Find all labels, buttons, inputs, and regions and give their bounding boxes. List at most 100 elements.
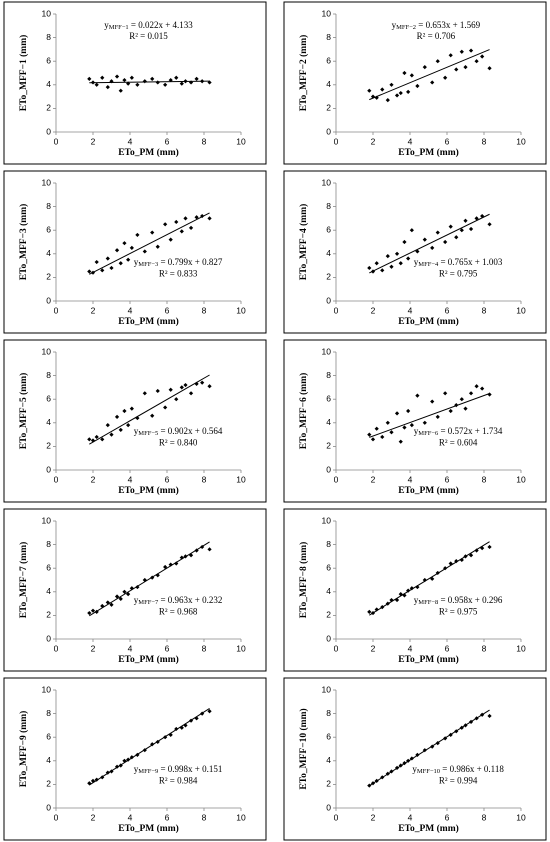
equation: yMFF−3 = 0.799x + 0.827 (134, 257, 223, 268)
point (422, 420, 427, 425)
point (174, 561, 179, 566)
point (207, 547, 212, 552)
y-tick-label: 4 (46, 417, 51, 427)
x-tick-label: 10 (516, 305, 526, 315)
x-axis-title: ETo_PM (mm) (398, 147, 459, 158)
point (443, 75, 448, 80)
x-tick-label: 4 (128, 136, 133, 146)
point (174, 75, 179, 80)
point (480, 213, 485, 219)
point (188, 391, 194, 396)
x-tick-label: 8 (202, 643, 207, 653)
point (389, 430, 394, 435)
point (150, 413, 155, 418)
point (459, 228, 464, 233)
trend-line (369, 709, 490, 787)
point (100, 75, 105, 80)
point (174, 397, 179, 402)
x-tick-label: 2 (91, 136, 96, 146)
point (402, 239, 407, 245)
equation: yMFF−4 = 0.765x + 1.003 (414, 257, 503, 268)
point (207, 384, 212, 389)
panel-frame (283, 508, 547, 672)
equation-rhs: = 0.986x + 0.118 (440, 764, 504, 774)
x-tick-label: 0 (54, 643, 59, 653)
point (385, 254, 390, 259)
r-squared: R² = 0.795 (439, 268, 478, 278)
y-tick-label: 0 (326, 802, 331, 812)
x-tick-label: 6 (445, 812, 450, 822)
x-tick-label: 8 (482, 643, 487, 653)
r-squared: R² = 0.833 (159, 268, 198, 278)
point (480, 54, 485, 59)
y-tick-label: 10 (42, 346, 52, 356)
point (105, 600, 110, 605)
trend-line (369, 213, 490, 274)
point (422, 577, 427, 583)
point (100, 268, 105, 273)
point (367, 88, 372, 93)
y-tick-label: 0 (46, 295, 51, 305)
point (367, 432, 372, 437)
point (415, 83, 420, 89)
point (114, 414, 120, 419)
equation-rhs: = 0.902x + 0.564 (158, 426, 223, 436)
x-tick-label: 4 (128, 474, 133, 484)
x-tick-label: 2 (91, 643, 96, 653)
y-tick-label: 8 (326, 32, 331, 42)
point (370, 437, 376, 442)
x-tick-label: 10 (516, 136, 526, 146)
y-axis-title: ETo_MFF−7 (mm) (18, 542, 29, 619)
equation-rhs: = 0.963x + 0.232 (158, 595, 222, 605)
x-tick-label: 0 (334, 136, 339, 146)
y-tick-label: 8 (326, 539, 331, 549)
x-tick-label: 10 (236, 643, 246, 653)
point (122, 589, 127, 594)
point (194, 716, 199, 721)
point (487, 66, 492, 71)
equation-y: y (134, 764, 139, 774)
point (87, 781, 92, 786)
r-squared: R² = 0.994 (439, 775, 478, 785)
y-axis-title: ETo_MFF−5 (mm) (18, 373, 29, 450)
point (163, 405, 168, 410)
panel-frame (3, 677, 267, 841)
y-tick-label: 6 (326, 393, 331, 403)
point (163, 82, 168, 87)
point (406, 588, 411, 593)
x-tick-label: 0 (334, 305, 339, 315)
x-axis-title: ETo_PM (mm) (398, 316, 459, 327)
point (474, 59, 479, 64)
point (380, 87, 385, 92)
point (443, 391, 448, 396)
x-axis-title: ETo_PM (mm) (398, 823, 459, 834)
point (454, 235, 459, 240)
point (398, 439, 403, 444)
panel-frame (283, 1, 547, 165)
point (87, 610, 92, 616)
equation-rhs: = 0.958x + 0.296 (438, 595, 503, 605)
equation-subscript: MFF−8 (418, 600, 438, 607)
x-tick-label: 4 (408, 474, 413, 484)
point (114, 248, 120, 253)
equation-rhs: = 0.765x + 1.003 (438, 257, 503, 267)
point (443, 239, 448, 245)
point (135, 82, 140, 87)
y-tick-label: 8 (46, 201, 51, 211)
x-tick-label: 4 (408, 136, 413, 146)
point (463, 406, 468, 411)
point (207, 709, 212, 714)
point (487, 392, 492, 397)
x-tick-label: 8 (482, 812, 487, 822)
point (114, 74, 120, 79)
y-tick-label: 10 (322, 346, 332, 356)
point (430, 80, 435, 85)
equation: yMFF−6 = 0.572x + 1.734 (414, 426, 503, 437)
point (468, 226, 474, 232)
y-tick-label: 8 (46, 708, 51, 718)
y-tick-label: 2 (46, 441, 51, 451)
y-tick-label: 4 (46, 586, 51, 596)
point (155, 244, 160, 249)
